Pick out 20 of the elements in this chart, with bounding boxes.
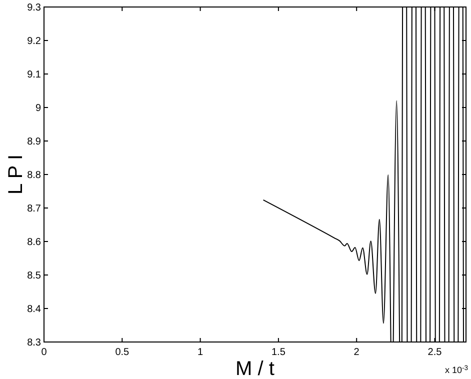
- y-tick-label: 9.1: [27, 70, 42, 80]
- text: x 10$^{-3}$: [444, 364, 468, 375]
- x-axis-title: M / t: [236, 358, 275, 379]
- x-tick-label: 2: [354, 347, 360, 358]
- y-tick-label: 8.5: [27, 270, 42, 282]
- y-tick-label: 9.2: [27, 36, 42, 47]
- y-tick-label: 8.6: [27, 237, 42, 248]
- y-tick-label: 8.7: [27, 204, 42, 214]
- x-tick-label: 0.5: [115, 347, 130, 358]
- x-tick-label: 1.5: [271, 347, 286, 358]
- y-tick-label: 8.3: [27, 338, 42, 348]
- y-tick-label: 9.3: [27, 2, 42, 14]
- y-tick-label: 8.8: [27, 170, 42, 181]
- x-tick-label: 1: [198, 347, 204, 358]
- y-tick-label: 8.4: [27, 304, 42, 315]
- y-tick-label: 9: [35, 103, 42, 114]
- x-tick-label: 2.5: [428, 347, 442, 358]
- x-tick-label: 0: [41, 347, 48, 358]
- y-axis-title: L P I: [5, 154, 27, 195]
- y-tick-label: 8.9: [27, 136, 42, 148]
